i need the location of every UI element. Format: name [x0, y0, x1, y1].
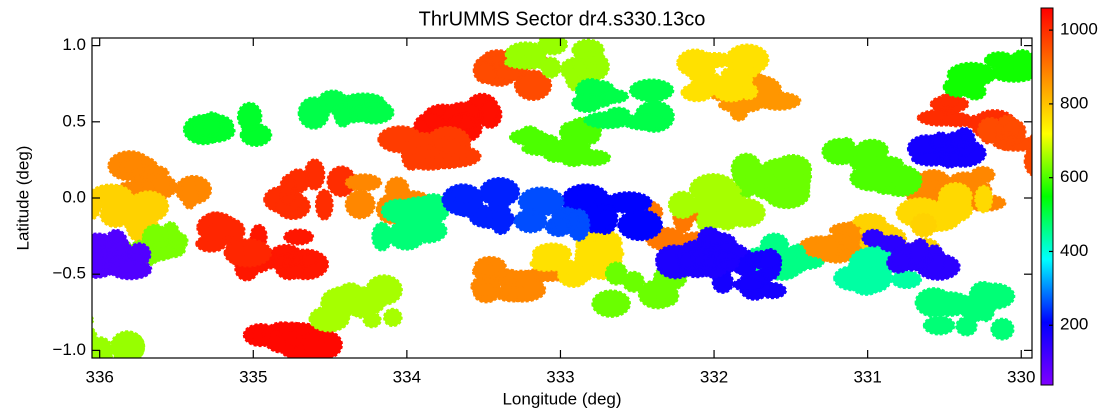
y-tick-label: −1.0	[52, 340, 86, 359]
clump	[195, 211, 273, 268]
y-axis-label: Latitude (deg)	[13, 146, 32, 251]
clump	[308, 274, 403, 333]
clump	[571, 78, 675, 133]
clump	[441, 176, 521, 236]
x-tick-label: 331	[853, 367, 881, 386]
colorbar-tick-label: 400	[1060, 241, 1088, 260]
clump	[503, 38, 610, 93]
clump	[529, 228, 625, 288]
colorbar-tick-label: 600	[1060, 167, 1088, 186]
clump	[107, 150, 213, 210]
clump	[667, 173, 766, 236]
clump	[92, 315, 146, 358]
colorbar-tick-label: 800	[1060, 93, 1088, 112]
clump	[513, 186, 591, 242]
clump	[676, 43, 770, 103]
clump	[942, 49, 1032, 101]
clump	[377, 125, 482, 171]
clump	[914, 280, 1016, 341]
colorbar	[1040, 7, 1054, 386]
clump	[297, 89, 395, 130]
clump	[655, 226, 748, 280]
x-tick-label: 332	[700, 367, 728, 386]
clump	[182, 101, 273, 147]
chart-title: ThrUMMS Sector dr4.s330.13co	[419, 8, 706, 30]
y-tick-label: −0.5	[52, 264, 86, 283]
x-tick-label: 334	[393, 367, 421, 386]
clump	[906, 126, 987, 169]
clump	[725, 152, 813, 210]
clump	[508, 116, 612, 168]
clump	[242, 321, 343, 358]
clump	[821, 136, 923, 198]
clump	[977, 114, 1032, 177]
clump	[92, 228, 153, 281]
x-tick-label: 330	[1007, 367, 1035, 386]
clump	[861, 228, 961, 281]
y-tick-label: 1.0	[62, 35, 86, 54]
x-tick-label: 333	[546, 367, 574, 386]
y-tick-label: 0.5	[62, 111, 86, 130]
x-tick-label: 335	[239, 367, 267, 386]
clump-layer	[92, 38, 1032, 358]
colorbar-tick-label: 200	[1060, 315, 1088, 334]
x-axis-label: Longitude (deg)	[502, 389, 621, 408]
clump	[591, 261, 688, 318]
y-tick-label: 0.0	[62, 187, 86, 206]
clump	[263, 158, 357, 221]
colorbar-tick-label: 1000	[1060, 20, 1098, 39]
x-tick-label: 336	[85, 367, 113, 386]
